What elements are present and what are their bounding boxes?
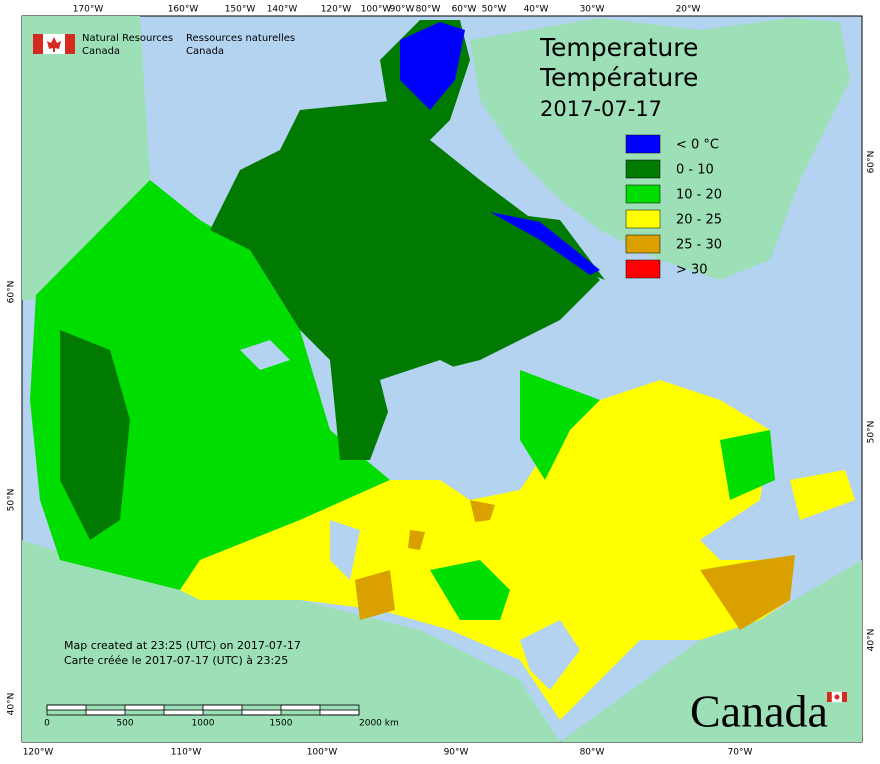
graticule-label: 90°W	[390, 5, 415, 15]
scale-label: 2000 km	[359, 719, 399, 729]
date: 2017-07-17	[540, 97, 662, 121]
scale-label: 1000	[192, 719, 215, 729]
scale-segment	[124, 704, 165, 711]
legend-label: 10 - 20	[676, 188, 722, 203]
agency-en: Natural Resources	[82, 33, 173, 44]
land	[22, 16, 862, 742]
graticule-label: 60°N	[867, 151, 877, 174]
graticule-label: 50°W	[482, 5, 507, 15]
wordmark: Canada	[690, 686, 828, 737]
graticule-label: 20°W	[676, 5, 701, 15]
legend-label: 20 - 25	[676, 213, 722, 228]
agency-en: Canada	[82, 46, 120, 57]
legend-label: 25 - 30	[676, 238, 722, 253]
legend: < 0 °C 0 - 10 10 - 20 20 - 25 25 - 30 > 30	[625, 134, 722, 279]
maple-leaf	[47, 37, 61, 52]
graticule-label: 60°N	[7, 281, 17, 304]
graticule-label: 40°N	[867, 629, 877, 652]
graticule-label: 90°W	[444, 748, 469, 758]
scale-segment	[280, 704, 321, 711]
legend-label: < 0 °C	[676, 138, 719, 153]
legend-label: > 30	[676, 263, 708, 278]
graticule-label: 100°W	[361, 5, 392, 15]
graticule-label: 50°N	[867, 421, 877, 444]
legend-label: 0 - 10	[676, 163, 714, 178]
agency-fr: Ressources naturelles	[186, 33, 295, 44]
scale-label: 0	[44, 719, 50, 729]
legend-swatch	[625, 209, 661, 229]
note: Carte créée le 2017-07-17 (UTC) à 23:25	[64, 654, 288, 667]
legend-swatch	[625, 184, 661, 204]
legend-swatch	[625, 134, 661, 154]
graticule-label: 30°W	[580, 5, 605, 15]
scale-segment	[85, 709, 126, 716]
graticule-label: 80°W	[580, 748, 605, 758]
graticule-label: 80°W	[416, 5, 441, 15]
scale-segment	[163, 709, 204, 716]
graticule-label: 140°W	[267, 5, 298, 15]
wordmark-flag	[842, 692, 847, 702]
graticule-label: 40°W	[524, 5, 549, 15]
graticule-label: 40°N	[7, 693, 17, 716]
graticule-label: 70°W	[728, 748, 753, 758]
title: Température	[539, 63, 698, 92]
scale-outline	[46, 704, 360, 716]
graticule-label: 100°W	[307, 748, 338, 758]
scale-label: 1500	[270, 719, 293, 729]
scale-segment	[241, 709, 282, 716]
graticule-label: 170°W	[73, 5, 104, 15]
title: Temperature	[539, 33, 698, 62]
graticule-label: 160°W	[168, 5, 199, 15]
scale-segment	[319, 709, 360, 716]
scale-bar: 0 500 1000 1500 2000 km	[44, 704, 399, 729]
wordmark-leaf	[834, 694, 840, 700]
scale-label: 500	[116, 719, 133, 729]
wordmark-flag	[827, 692, 832, 702]
note: Map created at 23:25 (UTC) on 2017-07-17	[64, 639, 301, 652]
graticule-label: 120°W	[321, 5, 352, 15]
scale-segment	[46, 704, 87, 711]
graticule-label: 60°W	[452, 5, 477, 15]
flag-bar	[65, 34, 75, 54]
legend-swatch	[625, 234, 661, 254]
scale-segment	[202, 704, 243, 711]
graticule-label: 120°W	[23, 748, 54, 758]
graticule-label: 110°W	[171, 748, 202, 758]
graticule-labels: 170°W 160°W 150°W 140°W 120°W 100°W90°W 80°W 60…	[7, 5, 877, 758]
graticule-label: 50°N	[7, 489, 17, 512]
agency-fr: Canada	[186, 46, 224, 57]
legend-swatch	[625, 259, 661, 279]
graticule-label: 150°W	[225, 5, 256, 15]
flag-bar	[33, 34, 43, 54]
legend-swatch	[625, 159, 661, 179]
